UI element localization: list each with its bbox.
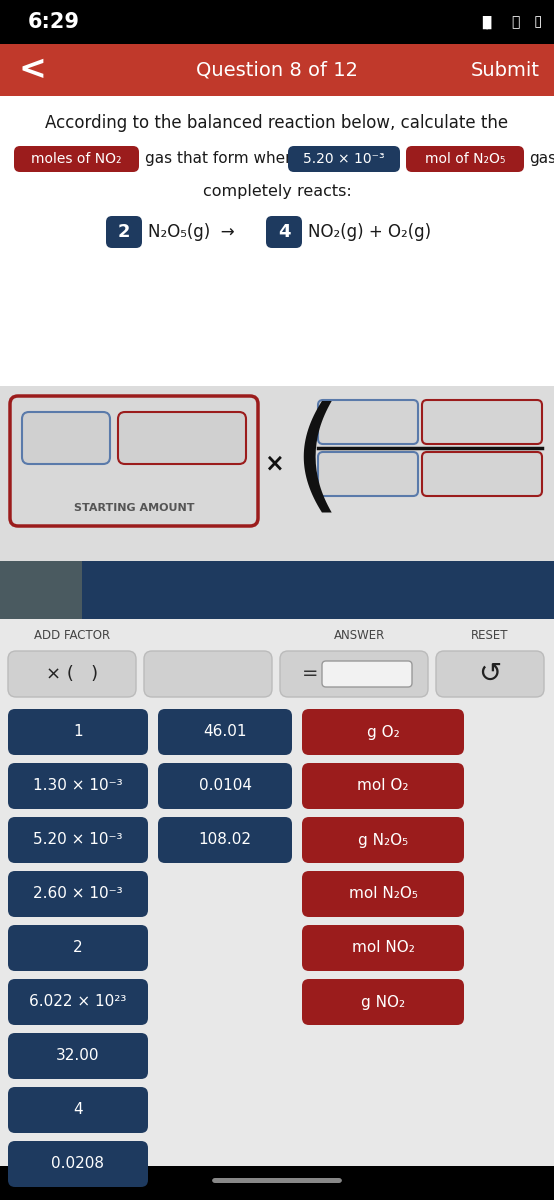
FancyBboxPatch shape bbox=[302, 709, 464, 755]
FancyBboxPatch shape bbox=[8, 1087, 148, 1133]
Text: × (   ): × ( ) bbox=[46, 665, 98, 683]
Text: moles of NO₂: moles of NO₂ bbox=[31, 152, 122, 166]
Text: g O₂: g O₂ bbox=[367, 725, 399, 739]
Text: 5.20 × 10⁻³: 5.20 × 10⁻³ bbox=[33, 833, 123, 847]
Text: <: < bbox=[18, 54, 46, 86]
FancyBboxPatch shape bbox=[280, 650, 428, 697]
FancyBboxPatch shape bbox=[302, 979, 464, 1025]
Text: ANSWER: ANSWER bbox=[335, 629, 386, 642]
Bar bbox=[82, 560, 554, 619]
Text: 2: 2 bbox=[73, 941, 83, 955]
FancyBboxPatch shape bbox=[8, 979, 148, 1025]
Text: mol of N₂O₅: mol of N₂O₅ bbox=[425, 152, 505, 166]
FancyBboxPatch shape bbox=[8, 1033, 148, 1079]
FancyBboxPatch shape bbox=[14, 146, 139, 172]
FancyBboxPatch shape bbox=[10, 396, 258, 526]
FancyBboxPatch shape bbox=[158, 817, 292, 863]
Text: 4: 4 bbox=[278, 223, 290, 241]
Text: 5.20 × 10⁻³: 5.20 × 10⁻³ bbox=[303, 152, 385, 166]
Text: g NO₂: g NO₂ bbox=[361, 995, 405, 1009]
FancyBboxPatch shape bbox=[322, 661, 412, 686]
Text: gas: gas bbox=[529, 151, 554, 167]
Text: gas that form when: gas that form when bbox=[145, 151, 295, 167]
FancyBboxPatch shape bbox=[8, 709, 148, 755]
FancyBboxPatch shape bbox=[8, 763, 148, 809]
Text: mol N₂O₅: mol N₂O₅ bbox=[348, 887, 417, 901]
Bar bbox=[0, 1166, 554, 1200]
FancyBboxPatch shape bbox=[302, 925, 464, 971]
Text: N₂O₅(g)  →: N₂O₅(g) → bbox=[148, 223, 235, 241]
Text: 2.60 × 10⁻³: 2.60 × 10⁻³ bbox=[33, 887, 123, 901]
Text: completely reacts:: completely reacts: bbox=[203, 184, 351, 199]
FancyBboxPatch shape bbox=[118, 412, 246, 464]
Text: 46.01: 46.01 bbox=[203, 725, 247, 739]
FancyBboxPatch shape bbox=[318, 452, 418, 496]
Text: ×: × bbox=[264, 451, 284, 475]
FancyBboxPatch shape bbox=[302, 817, 464, 863]
FancyBboxPatch shape bbox=[158, 763, 292, 809]
Text: RESET: RESET bbox=[471, 629, 509, 642]
FancyBboxPatch shape bbox=[212, 1178, 342, 1183]
Text: (: ( bbox=[292, 400, 341, 521]
FancyBboxPatch shape bbox=[8, 817, 148, 863]
Text: 0.0104: 0.0104 bbox=[198, 779, 252, 793]
Text: ↺: ↺ bbox=[478, 660, 501, 688]
FancyBboxPatch shape bbox=[8, 650, 136, 697]
FancyBboxPatch shape bbox=[302, 871, 464, 917]
Bar bbox=[0, 560, 82, 619]
Bar bbox=[0, 44, 554, 96]
Text: =: = bbox=[302, 665, 319, 684]
Bar bbox=[0, 386, 554, 560]
Text: g N₂O₅: g N₂O₅ bbox=[358, 833, 408, 847]
Text: ⦿: ⦿ bbox=[512, 14, 520, 29]
Text: 1: 1 bbox=[73, 725, 83, 739]
FancyBboxPatch shape bbox=[158, 709, 292, 755]
Text: 32.00: 32.00 bbox=[57, 1049, 100, 1063]
FancyBboxPatch shape bbox=[8, 871, 148, 917]
Text: 6.022 × 10²³: 6.022 × 10²³ bbox=[29, 995, 127, 1009]
Text: mol NO₂: mol NO₂ bbox=[352, 941, 414, 955]
FancyBboxPatch shape bbox=[422, 400, 542, 444]
Text: 2: 2 bbox=[118, 223, 130, 241]
Text: According to the balanced reaction below, calculate the: According to the balanced reaction below… bbox=[45, 114, 509, 132]
FancyBboxPatch shape bbox=[8, 925, 148, 971]
FancyBboxPatch shape bbox=[22, 412, 110, 464]
Text: Question 8 of 12: Question 8 of 12 bbox=[196, 60, 358, 79]
FancyBboxPatch shape bbox=[266, 216, 302, 248]
Text: NO₂(g) + O₂(g): NO₂(g) + O₂(g) bbox=[308, 223, 431, 241]
Bar bbox=[0, 0, 554, 44]
Text: 4: 4 bbox=[73, 1103, 83, 1117]
Text: 0.0208: 0.0208 bbox=[52, 1157, 105, 1171]
Text: 1.30 × 10⁻³: 1.30 × 10⁻³ bbox=[33, 779, 123, 793]
FancyBboxPatch shape bbox=[106, 216, 142, 248]
FancyBboxPatch shape bbox=[8, 1141, 148, 1187]
Text: mol O₂: mol O₂ bbox=[357, 779, 409, 793]
Bar bbox=[0, 619, 554, 1166]
FancyBboxPatch shape bbox=[422, 452, 542, 496]
Text: STARTING AMOUNT: STARTING AMOUNT bbox=[74, 503, 194, 514]
Text: ▐▌: ▐▌ bbox=[477, 16, 496, 29]
FancyBboxPatch shape bbox=[436, 650, 544, 697]
Text: Submit: Submit bbox=[471, 60, 540, 79]
FancyBboxPatch shape bbox=[406, 146, 524, 172]
Text: 108.02: 108.02 bbox=[198, 833, 252, 847]
Text: ADD FACTOR: ADD FACTOR bbox=[34, 629, 110, 642]
Text: 6:29: 6:29 bbox=[28, 12, 80, 32]
FancyBboxPatch shape bbox=[318, 400, 418, 444]
Text: ▯: ▯ bbox=[534, 14, 542, 30]
Bar bbox=[0, 96, 554, 386]
FancyBboxPatch shape bbox=[302, 763, 464, 809]
FancyBboxPatch shape bbox=[288, 146, 400, 172]
FancyBboxPatch shape bbox=[144, 650, 272, 697]
